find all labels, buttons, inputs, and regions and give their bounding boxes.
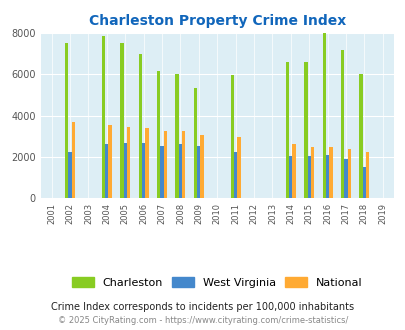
- Bar: [193, 88, 197, 198]
- Bar: [328, 147, 332, 198]
- Bar: [139, 53, 142, 198]
- Bar: [163, 131, 166, 198]
- Bar: [230, 75, 233, 198]
- Bar: [310, 147, 313, 198]
- Bar: [307, 156, 310, 198]
- Bar: [102, 36, 105, 198]
- Bar: [237, 137, 240, 198]
- Bar: [200, 135, 203, 198]
- Text: © 2025 CityRating.com - https://www.cityrating.com/crime-statistics/: © 2025 CityRating.com - https://www.city…: [58, 316, 347, 325]
- Bar: [127, 127, 130, 198]
- Text: Crime Index corresponds to incidents per 100,000 inhabitants: Crime Index corresponds to incidents per…: [51, 302, 354, 312]
- Bar: [322, 33, 325, 198]
- Bar: [325, 155, 328, 198]
- Bar: [365, 152, 369, 198]
- Bar: [105, 145, 108, 198]
- Bar: [197, 146, 200, 198]
- Bar: [145, 128, 148, 198]
- Bar: [347, 149, 350, 198]
- Bar: [72, 122, 75, 198]
- Bar: [362, 167, 365, 198]
- Bar: [108, 125, 111, 198]
- Bar: [288, 156, 292, 198]
- Bar: [340, 50, 343, 198]
- Bar: [292, 144, 295, 198]
- Bar: [160, 147, 163, 198]
- Legend: Charleston, West Virginia, National: Charleston, West Virginia, National: [67, 273, 367, 292]
- Bar: [68, 151, 72, 198]
- Bar: [303, 62, 307, 198]
- Bar: [285, 62, 288, 198]
- Bar: [178, 145, 181, 198]
- Bar: [181, 131, 185, 198]
- Bar: [65, 43, 68, 198]
- Bar: [358, 74, 362, 198]
- Bar: [123, 143, 127, 198]
- Bar: [175, 74, 178, 198]
- Bar: [142, 143, 145, 198]
- Bar: [120, 43, 123, 198]
- Bar: [343, 159, 347, 198]
- Title: Charleston Property Crime Index: Charleston Property Crime Index: [88, 14, 345, 28]
- Bar: [157, 71, 160, 198]
- Bar: [233, 151, 237, 198]
